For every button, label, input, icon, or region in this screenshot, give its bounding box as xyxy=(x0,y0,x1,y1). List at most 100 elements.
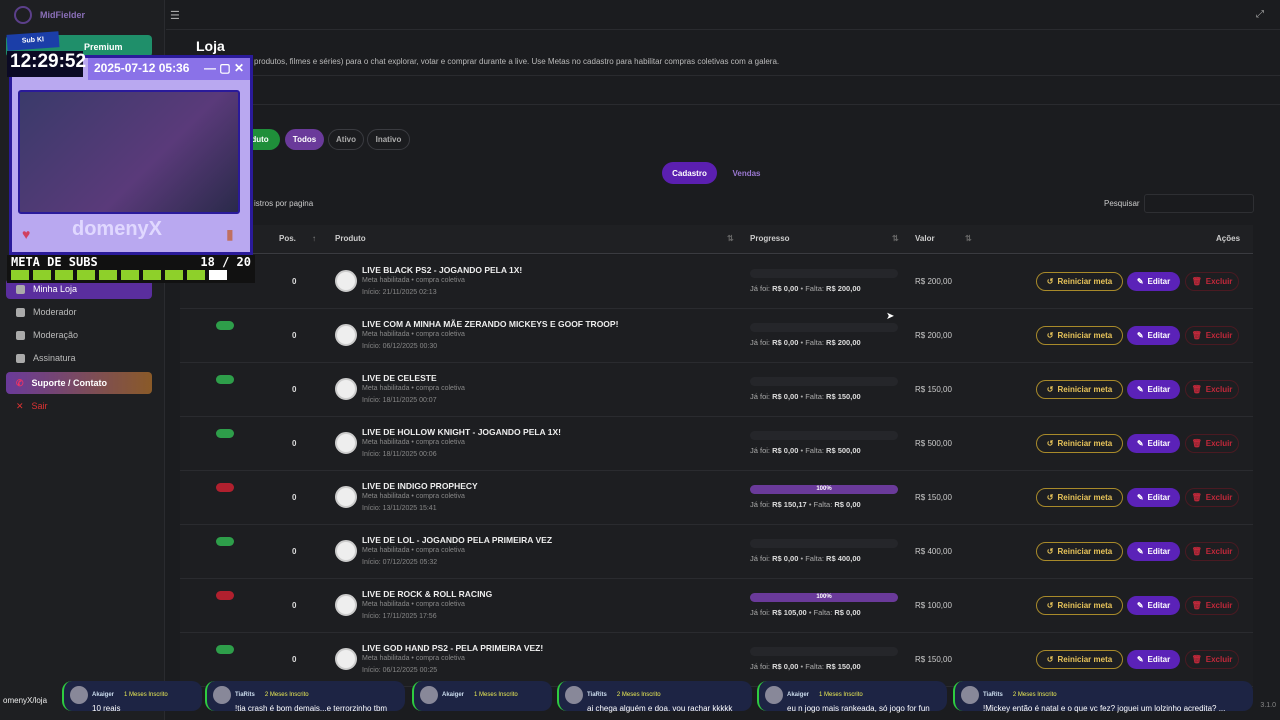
progress-text: Já foi: R$ 105,00 • Falta: R$ 0,00 xyxy=(750,608,861,617)
edit-button[interactable]: ✎ Editar xyxy=(1127,326,1180,345)
product-start: Início: 18/11/2025 00:06 xyxy=(362,451,437,458)
label: Reiniciar meta xyxy=(1057,655,1113,664)
bag-icon xyxy=(16,284,25,294)
status-toggle[interactable] xyxy=(216,321,234,330)
clock: 12:29:52 xyxy=(7,51,86,77)
sidebar-item-suporte[interactable]: ✆ Suporte / Contato xyxy=(6,372,152,394)
label: Excluir xyxy=(1205,547,1233,556)
edit-icon: ✎ xyxy=(1136,331,1144,340)
reset-icon: ↺ xyxy=(1046,493,1054,502)
progress-text: Já foi: R$ 0,00 • Falta: R$ 400,00 xyxy=(750,554,861,563)
product-name: LIVE DE HOLLOW KNIGHT - JOGANDO PELA 1X! xyxy=(362,427,561,437)
sort-icon[interactable]: ⇅ xyxy=(892,234,899,243)
chat-message: TiaRits 2 Meses Inscrito !tia crash é bom … xyxy=(205,681,405,713)
sort-icon[interactable]: ⇅ xyxy=(965,234,972,243)
product-thumbnail xyxy=(335,432,357,454)
reset-goal-button[interactable]: ↺ Reiniciar meta xyxy=(1036,596,1123,615)
edit-button[interactable]: ✎ Editar xyxy=(1127,596,1180,615)
sidebar-item-moderacao[interactable]: Moderação xyxy=(6,325,152,345)
menu-icon[interactable]: ☰ xyxy=(170,10,180,22)
status-toggle[interactable] xyxy=(216,537,234,546)
url-text: omenyX/loja xyxy=(3,696,48,705)
product-meta: Meta habilitada • compra coletiva xyxy=(362,601,465,608)
sidebar-item-moderador[interactable]: Moderador xyxy=(6,302,152,322)
paid-value: R$ 150,17 xyxy=(772,500,807,509)
product-meta: Meta habilitada • compra coletiva xyxy=(362,655,465,662)
product-meta: Meta habilitada • compra coletiva xyxy=(362,331,465,338)
progress-fill xyxy=(750,593,898,602)
goal-progress xyxy=(11,269,251,283)
reset-goal-button[interactable]: ↺ Reiniciar meta xyxy=(1036,434,1123,453)
position: 0 xyxy=(292,655,297,664)
tab-cadastro[interactable]: Cadastro xyxy=(662,162,717,184)
delete-button[interactable]: 🗑 Excluir xyxy=(1185,326,1239,345)
status-toggle[interactable] xyxy=(216,591,234,600)
filter-ativo[interactable]: Ativo xyxy=(328,129,364,150)
header-progresso[interactable]: Progresso xyxy=(750,234,790,243)
sub-badge: 1 Meses Inscrito xyxy=(124,692,168,698)
delete-button[interactable]: 🗑 Excluir xyxy=(1185,272,1239,291)
edit-icon: ✎ xyxy=(1136,439,1144,448)
delete-button[interactable]: 🗑 Excluir xyxy=(1185,596,1239,615)
edit-button[interactable]: ✎ Editar xyxy=(1127,434,1180,453)
delete-button[interactable]: 🗑 Excluir xyxy=(1185,542,1239,561)
header-produto[interactable]: Produto xyxy=(335,234,366,243)
mouse-cursor: ➤ xyxy=(886,311,895,322)
sidebar-item-sair[interactable]: ✕ Sair xyxy=(6,396,152,416)
edit-button[interactable]: ✎ Editar xyxy=(1127,272,1180,291)
webcam-feed xyxy=(18,90,240,214)
delete-button[interactable]: 🗑 Excluir xyxy=(1185,434,1239,453)
label: Editar xyxy=(1147,439,1171,448)
phone-icon: ✆ xyxy=(16,377,24,388)
reset-goal-button[interactable]: ↺ Reiniciar meta xyxy=(1036,326,1123,345)
chat-user: TiaRits xyxy=(587,692,607,698)
table-row: 0 LIVE DE CELESTE Meta habilitada • comp… xyxy=(180,363,1253,417)
reset-goal-button[interactable]: ↺ Reiniciar meta xyxy=(1036,488,1123,507)
sidebar-item-assinatura[interactable]: Assinatura xyxy=(6,348,152,368)
header-pos[interactable]: Pos. xyxy=(279,234,296,243)
delete-button[interactable]: 🗑 Excluir xyxy=(1185,488,1239,507)
edit-button[interactable]: ✎ Editar xyxy=(1127,542,1180,561)
page-title: Loja xyxy=(196,38,225,54)
paid-label: Já foi: xyxy=(750,500,771,509)
brand[interactable]: MidFielder xyxy=(14,6,85,24)
table-row: 0 LIVE DE HOLLOW KNIGHT - JOGANDO PELA 1… xyxy=(180,417,1253,471)
status-toggle[interactable] xyxy=(216,375,234,384)
progress-text: Já foi: R$ 0,00 • Falta: R$ 150,00 xyxy=(750,392,861,401)
edit-button[interactable]: ✎ Editar xyxy=(1127,488,1180,507)
status-toggle[interactable] xyxy=(216,483,234,492)
filter-inativo[interactable]: Inativo xyxy=(367,129,410,150)
delete-button[interactable]: 🗑 Excluir xyxy=(1185,380,1239,399)
tab-vendas[interactable]: Vendas xyxy=(732,168,761,178)
fullscreen-icon[interactable]: ⤢ xyxy=(1256,9,1264,20)
header-valor[interactable]: Valor xyxy=(915,234,935,243)
reset-goal-button[interactable]: ↺ Reiniciar meta xyxy=(1036,272,1123,291)
paid-value: R$ 0,00 xyxy=(772,338,799,347)
reset-goal-button[interactable]: ↺ Reiniciar meta xyxy=(1036,380,1123,399)
label: Editar xyxy=(1147,277,1171,286)
search-input[interactable] xyxy=(1144,194,1254,213)
paid-label: Já foi: xyxy=(750,446,771,455)
progress-text: Já foi: R$ 0,00 • Falta: R$ 200,00 xyxy=(750,284,861,293)
filter-todos[interactable]: Todos xyxy=(285,129,324,150)
missing-label: Falta: xyxy=(805,662,824,671)
edit-button[interactable]: ✎ Editar xyxy=(1127,650,1180,669)
edit-button[interactable]: ✎ Editar xyxy=(1127,380,1180,399)
label: Editar xyxy=(1147,601,1171,610)
missing-value: R$ 0,00 xyxy=(834,608,861,617)
reset-goal-button[interactable]: ↺ Reiniciar meta xyxy=(1036,542,1123,561)
goal-label: META DE SUBS xyxy=(11,255,98,269)
sort-asc-icon[interactable]: ↑ xyxy=(312,234,316,243)
status-toggle[interactable] xyxy=(216,429,234,438)
delete-button[interactable]: 🗑 Excluir xyxy=(1185,650,1239,669)
sidebar-item-minha-loja[interactable]: Minha Loja xyxy=(6,279,152,299)
status-toggle[interactable] xyxy=(216,645,234,654)
edit-icon: ✎ xyxy=(1136,277,1144,286)
progress-text: Já foi: R$ 0,00 • Falta: R$ 200,00 xyxy=(750,338,861,347)
table-row: 0 LIVE DE LOL - JOGANDO PELA PRIMEIRA VE… xyxy=(180,525,1253,579)
paid-value: R$ 105,00 xyxy=(772,608,807,617)
chat-user: Akaiger xyxy=(92,692,115,698)
table-row: 0 LIVE DE ROCK & ROLL RACING Meta habili… xyxy=(180,579,1253,633)
reset-goal-button[interactable]: ↺ Reiniciar meta xyxy=(1036,650,1123,669)
sort-icon[interactable]: ⇅ xyxy=(727,234,734,243)
